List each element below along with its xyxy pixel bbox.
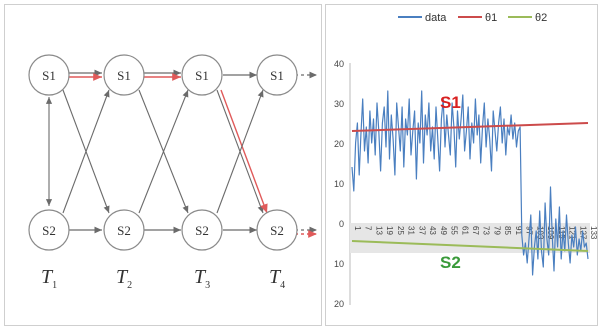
node-label: S2 <box>270 223 284 238</box>
time-label-t3: T3 <box>194 266 210 291</box>
y-tick-label: 10 <box>334 259 344 269</box>
edge-s1t3-s2t4-highlight <box>220 89 268 214</box>
nodes-s2: S2 S2 S2 S2 <box>28 209 298 251</box>
x-ticks: 1 7 13 19 25 31 37 43 49 55 61 67 73 79 85 91 97 103 109 11… <box>353 226 598 240</box>
y-tick-label: 20 <box>334 299 344 309</box>
y-tick-label: 0 <box>339 219 344 229</box>
node-label: S2 <box>117 223 131 238</box>
x-tick-label: 13 <box>374 226 383 235</box>
edge-s2t1-s1t2 <box>62 89 110 214</box>
x-tick-label: 103 <box>535 226 544 240</box>
x-tick-label: 73 <box>482 226 491 235</box>
legend-label-theta2: θ2 <box>535 12 547 24</box>
line-chart: data θ1 θ2 40 30 20 10 0 10 20 1 7 13 19 25 3… <box>334 12 598 309</box>
node-s1-t3: S1 <box>181 54 223 96</box>
x-tick-label: 55 <box>450 226 459 235</box>
x-tick-label: 19 <box>385 226 394 235</box>
region-label-s1: S1 <box>440 93 461 112</box>
node-label: S1 <box>195 68 209 83</box>
edge-s2t2-s1t3 <box>138 89 189 214</box>
x-tick-label: 115 <box>557 226 566 239</box>
legend-label-theta1: θ1 <box>485 12 497 24</box>
node-label: S1 <box>270 68 284 83</box>
node-s2-t2: S2 <box>103 209 145 251</box>
node-label: S1 <box>117 68 131 83</box>
time-label-t1: T1 <box>41 266 57 291</box>
region-label-s2: S2 <box>440 253 461 272</box>
x-tick-label: 7 <box>364 226 373 231</box>
x-tick-label: 79 <box>492 226 501 235</box>
x-tick-label: 25 <box>396 226 405 235</box>
state-diagram-panel: S1 S1 S1 S1 S2 <box>4 4 322 326</box>
x-tick-label: 43 <box>428 226 437 235</box>
series-line-data <box>351 90 589 276</box>
y-tick-label: 20 <box>334 139 344 149</box>
edges-diagonal <box>62 89 268 214</box>
y-ticks: 40 30 20 10 0 10 20 <box>334 59 344 309</box>
chart-panel: data θ1 θ2 40 30 20 10 0 10 20 1 7 13 19 25 3… <box>325 4 598 326</box>
x-tick-label: 1 <box>353 226 362 231</box>
y-tick-label: 30 <box>334 99 344 109</box>
node-s2-t3: S2 <box>181 209 223 251</box>
node-s2-t4: S2 <box>256 209 298 251</box>
time-label-t2: T2 <box>116 266 132 291</box>
node-s2-t1: S2 <box>28 209 70 251</box>
series-line-theta1 <box>351 122 589 132</box>
series-line-theta2 <box>351 240 589 252</box>
edges-bottom-row <box>68 226 317 238</box>
node-s1-t2: S1 <box>103 54 145 96</box>
node-label: S1 <box>42 68 56 83</box>
node-s1-t4: S1 <box>256 54 298 96</box>
series <box>351 90 589 276</box>
x-tick-label: 91 <box>514 226 523 235</box>
x-tick-label: 67 <box>471 226 480 235</box>
x-tick-label: 121 <box>568 226 577 240</box>
time-labels: T1 T2 T3 T4 <box>41 266 285 291</box>
x-tick-label: 37 <box>417 226 426 235</box>
time-label-t4: T4 <box>269 266 285 291</box>
x-tick-label: 31 <box>407 226 416 235</box>
node-label: S2 <box>195 223 209 238</box>
x-tick-label: 85 <box>503 226 512 235</box>
x-tick-label: 61 <box>460 226 469 235</box>
x-tick-label: 133 <box>589 226 597 240</box>
node-label: S2 <box>42 223 56 238</box>
x-tick-label: 109 <box>546 226 555 240</box>
edges-top-row <box>68 69 317 81</box>
legend-label-data: data <box>425 12 447 24</box>
legend: data θ1 θ2 <box>398 12 547 24</box>
state-diagram: S1 S1 S1 S1 S2 <box>28 54 317 291</box>
y-tick-label: 10 <box>334 179 344 189</box>
node-s1-t1: S1 <box>28 54 70 96</box>
edge-s2t3-s1t4 <box>216 89 264 214</box>
x-tick-label: 49 <box>439 226 448 235</box>
y-tick-label: 40 <box>334 59 344 69</box>
nodes-s1: S1 S1 S1 S1 <box>28 54 298 96</box>
